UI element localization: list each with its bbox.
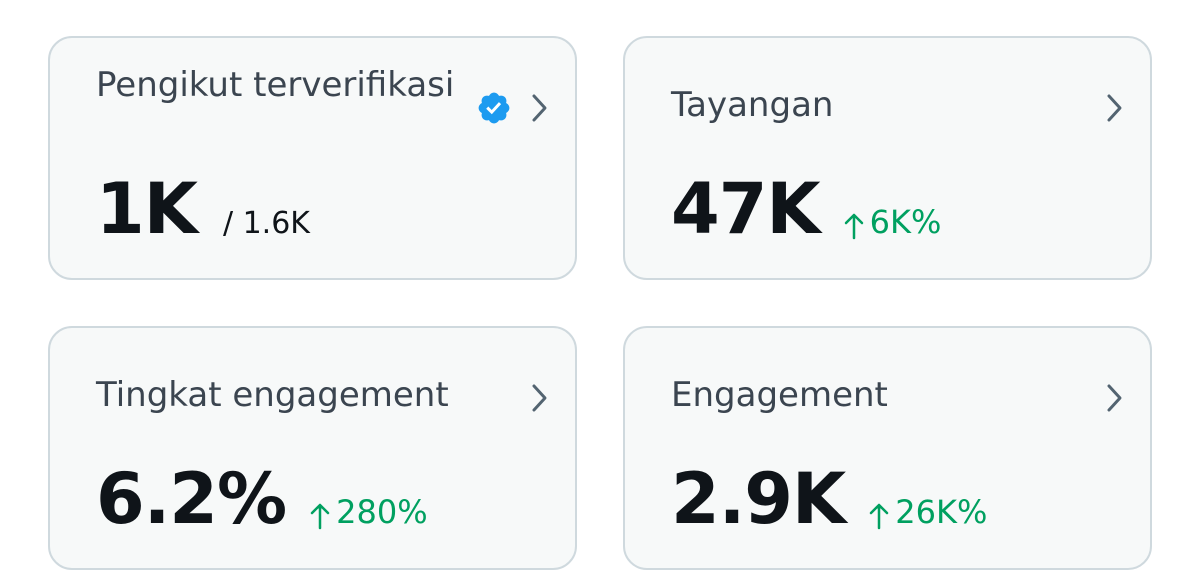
stat-change: 26K% [869,493,987,531]
value-row: 6.2% 280% [96,458,428,540]
card-title: Tayangan [671,85,834,125]
change-text: 26K% [895,493,988,531]
stat-value: 6.2% [96,458,287,540]
chevron-icon [1104,382,1126,418]
card-title: Tingkat engagement [96,375,449,415]
stat-secondary: / 1.6K [222,206,310,241]
value-row: 47K 6K% [671,168,941,250]
stat-card[interactable]: Tingkat engagement 6.2% 280% [48,326,577,570]
up-arrow [844,213,863,240]
change-text: 280% [336,493,428,531]
stat-card[interactable]: Engagement 2.9K 26K% [623,326,1152,570]
up-arrow [870,503,889,530]
card-title: Pengikut terverifikasi [96,65,455,105]
stat-change: 6K% [844,203,942,241]
stat-value: 1K [96,168,198,250]
stat-card[interactable]: Pengikut terverifikasi 1K / 1.6K [48,36,577,280]
up-arrow [310,503,330,530]
value-row: 2.9K 26K% [671,458,987,540]
value-row: 1K / 1.6K [96,168,310,250]
stat-card[interactable]: Tayangan 47K 6K% [623,36,1152,280]
chevron-icon [1104,92,1126,128]
stat-value: 2.9K [671,458,846,540]
stat-value: 47K [671,168,821,250]
stat-change: 280% [310,493,428,531]
chevron-icon [529,92,551,128]
card-title: Engagement [671,375,888,415]
change-text: 6K% [869,203,942,241]
verified-badge [476,90,512,130]
chevron-icon [529,382,551,418]
